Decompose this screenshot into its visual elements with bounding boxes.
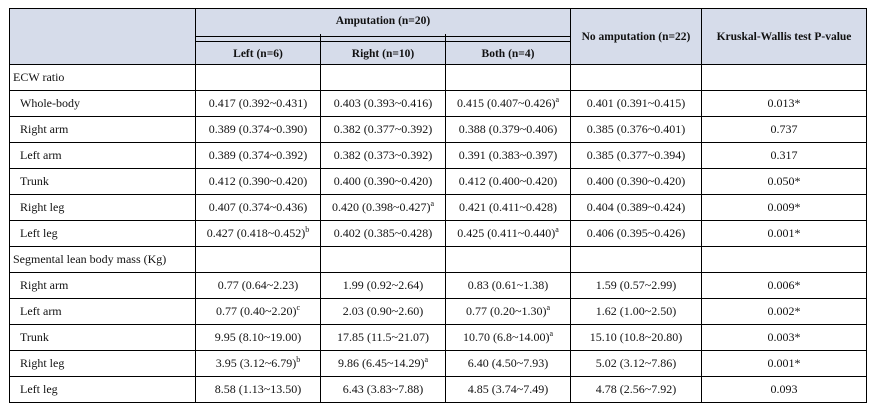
empty-cell [701,246,867,273]
p-value-cell: 0.006* [701,272,867,299]
empty-cell [320,246,446,273]
right-value-cell: 0.382 (0.373~0.392) [320,142,446,169]
both-value-cell: 0.83 (0.61~1.38) [445,272,571,299]
p-value-cell: 0.009* [701,194,867,221]
right-value-cell: 9.86 (6.45~14.29)a [320,350,446,377]
left-value-cell: 0.417 (0.392~0.431) [195,90,321,117]
header-right: Right (n=10) [320,33,446,65]
left-value-cell: 3.95 (3.12~6.79)b [195,350,321,377]
p-value-cell: 0.093 [701,376,867,403]
both-value-cell: 0.391 (0.383~0.397) [445,142,571,169]
both-value-cell: 0.415 (0.407~0.426)a [445,90,571,117]
row-label: Trunk [9,324,196,351]
row-label: Left arm [9,142,196,169]
empty-cell [195,64,321,91]
no-amputation-value-cell: 5.02 (3.12~7.86) [570,350,702,377]
p-value-cell: 0.317 [701,142,867,169]
no-amputation-value-cell: 0.385 (0.377~0.394) [570,142,702,169]
right-value-cell: 17.85 (11.5~21.07) [320,324,446,351]
table-row: Left arm 0.77 (0.40~2.20)c 2.03 (0.90~2.60… [9,298,867,325]
table-row: Trunk 9.95 (8.10~19.00) 17.85 (11.5~21.07)… [9,324,867,351]
row-label: Left arm [9,298,196,325]
left-value-cell: 0.389 (0.374~0.392) [195,142,321,169]
p-value-cell: 0.013* [701,90,867,117]
empty-cell [570,246,702,273]
both-value-cell: 0.412 (0.400~0.420) [445,168,571,195]
row-label: Left leg [9,220,196,247]
table-row: Trunk 0.412 (0.390~0.420) 0.400 (0.390~0.4… [9,168,867,195]
right-value-cell: 0.382 (0.377~0.392) [320,116,446,143]
p-value-cell: 0.002* [701,298,867,325]
empty-cell [320,64,446,91]
no-amputation-value-cell: 0.406 (0.395~0.426) [570,220,702,247]
table-row: Right leg 0.407 (0.374~0.436) 0.420 (0.398… [9,194,867,221]
p-value-cell: 0.737 [701,116,867,143]
left-value-cell: 8.58 (1.13~13.50) [195,376,321,403]
both-value-cell: 10.70 (6.8~14.00)a [445,324,571,351]
p-value-cell: 0.001* [701,350,867,377]
header-amputation-group: Amputation (n=20) [195,8,571,34]
row-label: Trunk [9,168,196,195]
row-label: Right arm [9,272,196,299]
row-label: Right leg [9,350,196,377]
p-value-cell: 0.050* [701,168,867,195]
table-row: Right arm 0.77 (0.64~2.23) 1.99 (0.92~2.64… [9,272,867,299]
table-row: Left arm 0.389 (0.374~0.392) 0.382 (0.373~… [9,142,867,169]
row-label: Whole-body [9,90,196,117]
both-value-cell: 0.425 (0.411~0.440)a [445,220,571,247]
lean-section-row: Segmental lean body mass (Kg) [9,246,867,273]
left-value-cell: 0.407 (0.374~0.436) [195,194,321,221]
empty-cell [570,64,702,91]
table-row: Right arm 0.389 (0.374~0.390) 0.382 (0.377… [9,116,867,143]
no-amputation-value-cell: 0.385 (0.376~0.401) [570,116,702,143]
header-blank-cell [9,8,196,65]
both-value-cell: 0.388 (0.379~0.406) [445,116,571,143]
table-row: Whole-body 0.417 (0.392~0.431) 0.403 (0.39… [9,90,867,117]
table-row: Right leg 3.95 (3.12~6.79)b 9.86 (6.45~14.… [9,350,867,377]
left-value-cell: 0.427 (0.418~0.452)b [195,220,321,247]
no-amputation-value-cell: 4.78 (2.56~7.92) [570,376,702,403]
ecw-section-heading: ECW ratio [9,64,196,91]
right-value-cell: 6.43 (3.83~7.88) [320,376,446,403]
no-amputation-value-cell: 0.401 (0.391~0.415) [570,90,702,117]
header-kruskal-wallis: Kruskal-Wallis test P-value [701,8,867,65]
right-value-cell: 0.402 (0.385~0.428) [320,220,446,247]
lean-section-heading: Segmental lean body mass (Kg) [9,246,196,273]
empty-cell [445,64,571,91]
right-value-cell: 1.99 (0.92~2.64) [320,272,446,299]
row-label: Right arm [9,116,196,143]
left-value-cell: 0.77 (0.40~2.20)c [195,298,321,325]
table-row: Left leg 8.58 (1.13~13.50) 6.43 (3.83~7.88… [9,376,867,403]
both-value-cell: 6.40 (4.50~7.93) [445,350,571,377]
left-value-cell: 9.95 (8.10~19.00) [195,324,321,351]
left-value-cell: 0.389 (0.374~0.390) [195,116,321,143]
right-value-cell: 2.03 (0.90~2.60) [320,298,446,325]
no-amputation-value-cell: 1.59 (0.57~2.99) [570,272,702,299]
row-label: Left leg [9,376,196,403]
left-value-cell: 0.412 (0.390~0.420) [195,168,321,195]
row-label: Right leg [9,194,196,221]
both-value-cell: 0.421 (0.411~0.428) [445,194,571,221]
ecw-section-row: ECW ratio [9,64,867,91]
right-value-cell: 0.403 (0.393~0.416) [320,90,446,117]
no-amputation-value-cell: 15.10 (10.8~20.80) [570,324,702,351]
both-value-cell: 0.77 (0.20~1.30)a [445,298,571,325]
table-row: Left leg 0.427 (0.418~0.452)b 0.402 (0.385… [9,220,867,247]
p-value-cell: 0.001* [701,220,867,247]
results-table: Amputation (n=20) No amputation (n=22) K… [9,8,867,403]
no-amputation-value-cell: 1.62 (1.00~2.50) [570,298,702,325]
no-amputation-value-cell: 0.400 (0.390~0.420) [570,168,702,195]
empty-cell [445,246,571,273]
no-amputation-value-cell: 0.404 (0.389~0.424) [570,194,702,221]
empty-cell [701,64,867,91]
p-value-cell: 0.003* [701,324,867,351]
header-no-amputation: No amputation (n=22) [570,8,702,65]
left-value-cell: 0.77 (0.64~2.23) [195,272,321,299]
empty-cell [195,246,321,273]
header-left: Left (n=6) [195,33,321,65]
right-value-cell: 0.420 (0.398~0.427)a [320,194,446,221]
header-both: Both (n=4) [445,33,571,65]
both-value-cell: 4.85 (3.74~7.49) [445,376,571,403]
right-value-cell: 0.400 (0.390~0.420) [320,168,446,195]
